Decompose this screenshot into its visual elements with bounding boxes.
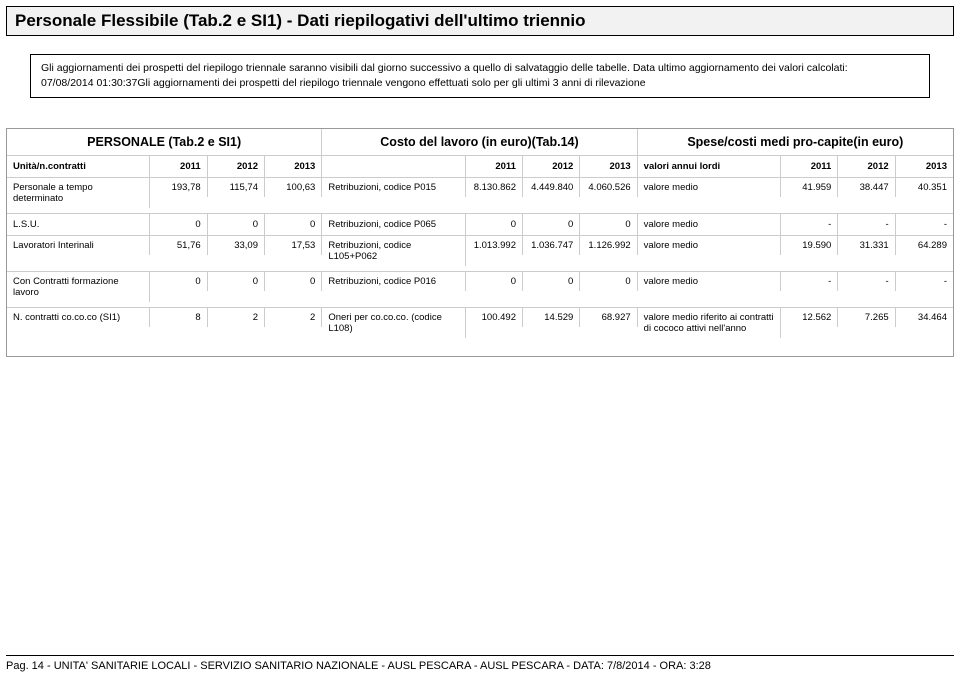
label-b: Retribuzioni, codice P015 — [322, 178, 465, 197]
cell: 0 — [466, 272, 523, 291]
cell: 17,53 — [265, 236, 322, 255]
cell: 0 — [150, 214, 207, 235]
cell: 0 — [466, 214, 523, 235]
cell: 0 — [265, 214, 322, 235]
cell: - — [838, 272, 895, 291]
cell: 100,63 — [265, 178, 322, 197]
cell: - — [896, 214, 953, 235]
table-row: N. contratti co.co.co (SI1) 8 2 2 Oneri … — [7, 308, 953, 356]
info-box: Gli aggiornamenti dei prospetti del riep… — [30, 54, 930, 98]
table-row: Con Contratti formazione lavoro 0 0 0 Re… — [7, 272, 953, 308]
cell: 12.562 — [781, 308, 838, 327]
label-b: Oneri per co.co.co. (codice L108) — [322, 308, 465, 338]
label-a: N. contratti co.co.co (SI1) — [7, 308, 150, 327]
section-header-c: Spese/costi medi pro-capite(in euro) — [638, 129, 953, 155]
col-c2: 2012 — [838, 156, 895, 177]
label-c: valore medio — [638, 178, 781, 197]
page-footer: Pag. 14 - UNITA' SANITARIE LOCALI - SERV… — [6, 655, 954, 672]
col-a0: Unità/n.contratti — [7, 156, 150, 177]
label-c: valore medio — [638, 272, 781, 291]
label-b: Retribuzioni, codice P065 — [322, 214, 465, 235]
label-c: valore medio — [638, 214, 781, 235]
cell: 68.927 — [580, 308, 637, 327]
cell: 100.492 — [466, 308, 523, 327]
cell: 31.331 — [838, 236, 895, 255]
cell: - — [781, 214, 838, 235]
cell: 2 — [265, 308, 322, 327]
cell: 19.590 — [781, 236, 838, 255]
cell: 0 — [265, 272, 322, 291]
cell: 0 — [580, 272, 637, 291]
cell: 0 — [150, 272, 207, 291]
info-line-1: Gli aggiornamenti dei prospetti del riep… — [41, 62, 848, 74]
section-header-b: Costo del lavoro (in euro)(Tab.14) — [322, 129, 637, 155]
cell: 1.013.992 — [466, 236, 523, 255]
column-header-row: Unità/n.contratti 2011 2012 2013 2011 20… — [7, 156, 953, 178]
cell: 34.464 — [896, 308, 953, 327]
cell: 4.060.526 — [580, 178, 637, 197]
col-c3: 2013 — [896, 156, 953, 177]
label-b: Retribuzioni, codice L105+P062 — [322, 236, 465, 266]
cell: 0 — [208, 272, 265, 291]
cell: 40.351 — [896, 178, 953, 197]
cell: 0 — [523, 214, 580, 235]
cell: 115,74 — [208, 178, 265, 197]
cell: - — [896, 272, 953, 291]
cell: 0 — [523, 272, 580, 291]
cell: 2 — [208, 308, 265, 327]
cell: 1.126.992 — [580, 236, 637, 255]
cell: 0 — [208, 214, 265, 235]
cell: 4.449.840 — [523, 178, 580, 197]
cell: 41.959 — [781, 178, 838, 197]
cell: 1.036.747 — [523, 236, 580, 255]
col-c1: 2011 — [781, 156, 838, 177]
cell: 8 — [150, 308, 207, 327]
col-b3: 2013 — [580, 156, 637, 177]
label-a: Lavoratori Interinali — [7, 236, 150, 255]
col-b1: 2011 — [466, 156, 523, 177]
label-a: Personale a tempo determinato — [7, 178, 150, 208]
section-header-a: PERSONALE (Tab.2 e SI1) — [7, 129, 322, 155]
label-b: Retribuzioni, codice P016 — [322, 272, 465, 291]
cell: 8.130.862 — [466, 178, 523, 197]
col-a2: 2012 — [208, 156, 265, 177]
cell: - — [781, 272, 838, 291]
section-header-row: PERSONALE (Tab.2 e SI1) Costo del lavoro… — [7, 129, 953, 156]
col-b0 — [322, 156, 465, 177]
cell: 193,78 — [150, 178, 207, 197]
summary-table: PERSONALE (Tab.2 e SI1) Costo del lavoro… — [6, 128, 954, 357]
col-c0: valori annui lordi — [638, 156, 781, 177]
label-c: valore medio riferito ai contratti di co… — [638, 308, 781, 338]
col-a3: 2013 — [265, 156, 322, 177]
cell: 64.289 — [896, 236, 953, 255]
cell: 7.265 — [838, 308, 895, 327]
cell: - — [838, 214, 895, 235]
cell: 14.529 — [523, 308, 580, 327]
label-a: L.S.U. — [7, 214, 150, 235]
label-c: valore medio — [638, 236, 781, 255]
page-title: Personale Flessibile (Tab.2 e SI1) - Dat… — [6, 6, 954, 36]
table-row: Personale a tempo determinato 193,78 115… — [7, 178, 953, 214]
col-b2: 2012 — [523, 156, 580, 177]
table-row: L.S.U. 0 0 0 Retribuzioni, codice P065 0… — [7, 214, 953, 236]
cell: 33,09 — [208, 236, 265, 255]
table-row: Lavoratori Interinali 51,76 33,09 17,53 … — [7, 236, 953, 272]
col-a1: 2011 — [150, 156, 207, 177]
cell: 51,76 — [150, 236, 207, 255]
info-line-2: 07/08/2014 01:30:37Gli aggiornamenti dei… — [41, 77, 646, 89]
cell: 38.447 — [838, 178, 895, 197]
label-a: Con Contratti formazione lavoro — [7, 272, 150, 302]
cell: 0 — [580, 214, 637, 235]
